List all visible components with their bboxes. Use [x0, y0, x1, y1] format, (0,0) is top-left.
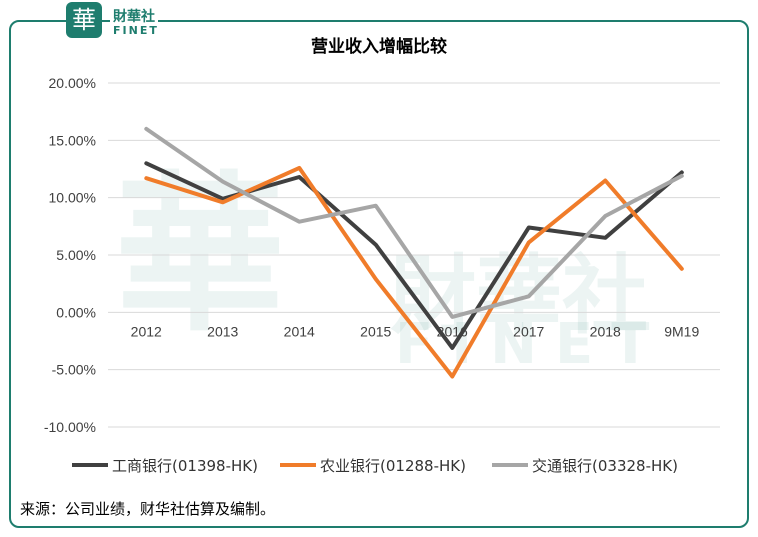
finet-logo: 華 — [66, 2, 102, 38]
brand-name-en: FINET — [110, 24, 162, 37]
x-tick-label: 2013 — [207, 323, 238, 339]
source-note: 来源：公司业绩，财华社估算及编制。 — [20, 500, 276, 518]
legend-label: 农业银行(01288-HK) — [320, 457, 466, 475]
brand-name-cn: 財華社 — [110, 6, 158, 26]
series-line — [144, 161, 684, 350]
y-tick-label: 20.00% — [49, 75, 96, 91]
series-line — [144, 126, 684, 319]
x-tick-label: 2017 — [513, 323, 544, 339]
y-tick-label: 10.00% — [49, 190, 96, 206]
x-tick-label: 2015 — [360, 323, 391, 339]
y-tick-label: -5.00% — [52, 362, 96, 378]
series-line — [144, 165, 684, 379]
x-tick-label: 2018 — [590, 323, 621, 339]
x-tick-label: 9M19 — [664, 323, 699, 339]
legend-label: 交通银行(03328-HK) — [532, 457, 678, 475]
y-tick-label: 0.00% — [56, 304, 96, 320]
x-tick-label: 2014 — [284, 323, 315, 339]
y-tick-label: 5.00% — [56, 247, 96, 263]
watermark-name-en: FINET — [395, 312, 668, 377]
legend-label: 工商银行(01398-HK) — [112, 457, 258, 475]
y-tick-label: -10.00% — [44, 419, 96, 435]
chart-title: 营业收入增幅比较 — [311, 37, 447, 57]
y-tick-label: 15.00% — [49, 132, 96, 148]
chart-frame — [9, 20, 749, 528]
x-tick-label: 2012 — [131, 323, 162, 339]
